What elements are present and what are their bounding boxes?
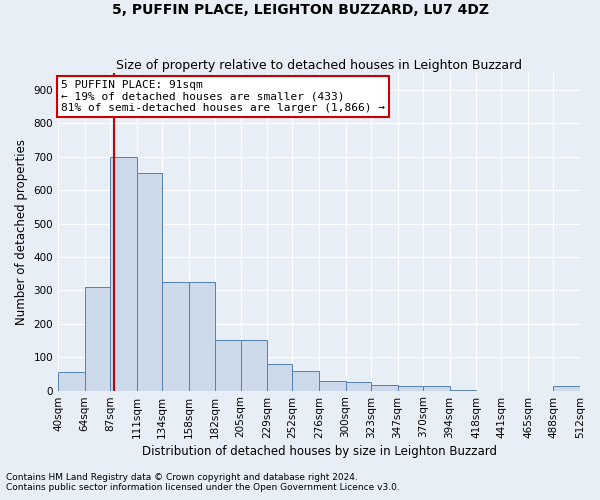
- Title: Size of property relative to detached houses in Leighton Buzzard: Size of property relative to detached ho…: [116, 59, 522, 72]
- Bar: [241, 340, 267, 390]
- Bar: [319, 380, 346, 390]
- Text: Contains HM Land Registry data © Crown copyright and database right 2024.: Contains HM Land Registry data © Crown c…: [6, 474, 358, 482]
- Bar: [188, 282, 215, 391]
- Bar: [553, 386, 580, 390]
- Bar: [398, 386, 423, 390]
- Text: Contains public sector information licensed under the Open Government Licence v3: Contains public sector information licen…: [6, 484, 400, 492]
- Bar: [110, 156, 137, 390]
- Bar: [423, 386, 449, 390]
- Bar: [137, 174, 162, 390]
- Bar: [162, 282, 188, 391]
- Bar: [215, 340, 241, 390]
- Text: 5 PUFFIN PLACE: 91sqm
← 19% of detached houses are smaller (433)
81% of semi-det: 5 PUFFIN PLACE: 91sqm ← 19% of detached …: [61, 80, 385, 112]
- Y-axis label: Number of detached properties: Number of detached properties: [15, 139, 28, 325]
- Bar: [58, 372, 85, 390]
- Bar: [346, 382, 371, 390]
- Bar: [85, 287, 110, 391]
- X-axis label: Distribution of detached houses by size in Leighton Buzzard: Distribution of detached houses by size …: [142, 444, 497, 458]
- Bar: [292, 370, 319, 390]
- Bar: [267, 364, 292, 390]
- Bar: [371, 384, 398, 390]
- Text: 5, PUFFIN PLACE, LEIGHTON BUZZARD, LU7 4DZ: 5, PUFFIN PLACE, LEIGHTON BUZZARD, LU7 4…: [112, 2, 488, 16]
